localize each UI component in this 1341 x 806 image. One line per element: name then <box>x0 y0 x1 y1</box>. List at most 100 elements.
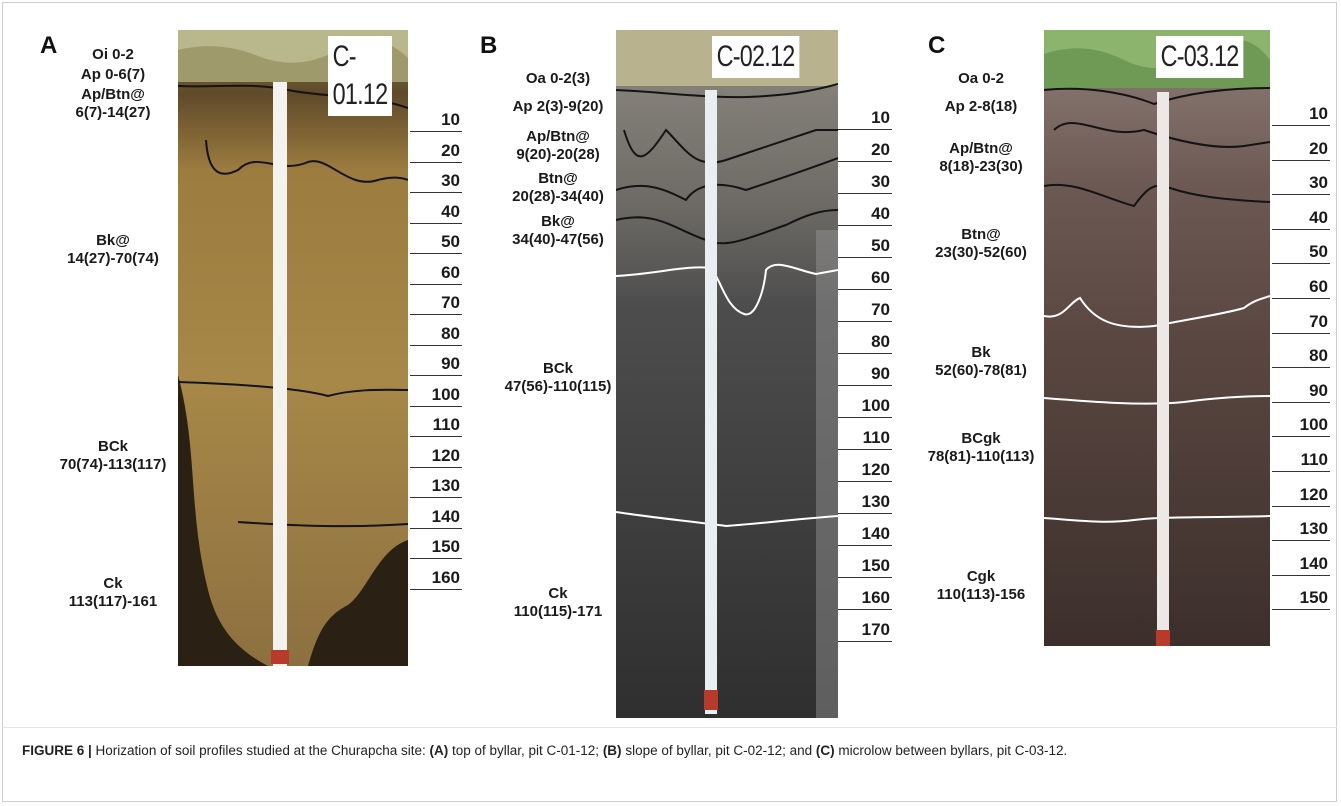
depth-tick-line <box>410 283 462 285</box>
depth-tick-line <box>838 641 892 642</box>
horizon-label: Bk@ 34(40)-47(56) <box>512 213 604 248</box>
depth-tick-label: 20 <box>1309 138 1328 158</box>
horizon-label: Ck 110(115)-171 <box>513 585 603 620</box>
depth-tick-line <box>838 225 892 226</box>
depth-tick-label: 60 <box>1309 277 1328 296</box>
depth-tick-line <box>1272 125 1330 126</box>
horizon-label: BCgk 78(81)-110(113) <box>927 430 1035 465</box>
depth-tick-label: 10 <box>871 108 890 127</box>
depth-tick-line <box>1272 298 1330 299</box>
caption-part: Horization of soil profiles studied at t… <box>91 743 430 758</box>
depth-tick-line <box>838 321 892 322</box>
depth-tick-line <box>1272 228 1330 230</box>
depth-tick-label: 20 <box>441 140 460 160</box>
caption-part: top of byllar, pit C-01-12; <box>448 743 603 758</box>
depth-tick-line <box>838 513 892 514</box>
depth-tick-label: 110 <box>862 428 890 447</box>
caption-part: (A) <box>429 743 449 758</box>
depth-tick-label: 50 <box>1309 242 1328 262</box>
depth-tick-line <box>1272 194 1330 196</box>
depth-tick-line <box>410 192 462 193</box>
depth-tick-line <box>838 609 892 610</box>
depth-tick-label: 10 <box>1309 104 1328 123</box>
depth-tick-label: 90 <box>441 354 460 373</box>
depth-tick-label: 50 <box>441 232 460 251</box>
horizon-label: Ap 0-6(7) <box>80 66 146 83</box>
horizon-label: Ap/Btn@ 8(18)-23(30) <box>939 140 1023 175</box>
depth-tick-line <box>410 222 462 224</box>
soil-profile-photo: C-03.12 <box>1044 30 1270 646</box>
depth-tick-line <box>1272 332 1330 334</box>
depth-tick-label: 110 <box>432 415 460 434</box>
caption-separator <box>2 727 1337 728</box>
caption-part: (C) <box>815 743 835 758</box>
horizon-label: Ap 2-8(18) <box>944 98 1018 115</box>
depth-tick-line <box>410 344 462 346</box>
depth-tick-label: 130 <box>431 476 460 495</box>
depth-tick-label: 140 <box>1299 553 1328 573</box>
panel-letter: A <box>40 32 58 59</box>
depth-tick-line <box>1272 540 1330 542</box>
horizon-label: Btn@ 20(28)-34(40) <box>512 170 604 205</box>
depth-tick-label: 160 <box>861 588 890 607</box>
horizon-label: Cgk 110(113)-156 <box>936 568 1026 603</box>
depth-tick-line <box>838 545 892 546</box>
depth-tick-label: 30 <box>1309 173 1328 193</box>
depth-tick-line <box>410 588 462 590</box>
depth-tick-label: 120 <box>1299 484 1328 504</box>
horizon-label: Ap/Btn@ 9(20)-20(28) <box>516 128 600 163</box>
depth-tick-label: 10 <box>441 110 460 129</box>
depth-tick-line <box>410 253 462 254</box>
depth-tick-label: 150 <box>1299 588 1328 608</box>
caption-part: slope of byllar, pit C-02-12; and <box>621 743 816 758</box>
depth-tick-line <box>1272 609 1330 611</box>
depth-tick-label: 50 <box>871 236 890 255</box>
depth-tick-line <box>1272 367 1330 369</box>
depth-tick-label: 70 <box>441 293 460 312</box>
depth-tick-label: 110 <box>1300 450 1328 469</box>
depth-tick-label: 90 <box>871 364 890 383</box>
pit-label: C-02.12 <box>712 36 800 78</box>
pit-label: C-03.12 <box>1156 36 1244 78</box>
soil-profile-photo: C-01.12 <box>178 30 408 666</box>
caption-label: FIGURE 6 | <box>22 743 92 758</box>
depth-tick-line <box>838 417 892 418</box>
depth-tick-line <box>1272 436 1330 438</box>
depth-tick-label: 130 <box>861 492 890 511</box>
depth-tick-label: 120 <box>861 460 890 479</box>
depth-tick-line <box>838 193 892 194</box>
depth-tick-line <box>410 375 462 376</box>
horizon-label: Ck 113(117)-161 <box>68 575 158 610</box>
depth-tick-line <box>838 385 892 386</box>
depth-tick-label: 30 <box>441 171 460 190</box>
depth-tick-line <box>1272 263 1330 265</box>
depth-tick-line <box>410 558 462 559</box>
depth-tick-line <box>838 161 892 162</box>
depth-tick-label: 30 <box>871 172 890 191</box>
depth-tick-label: 70 <box>1309 311 1328 331</box>
depth-tick-label: 120 <box>431 445 460 465</box>
panel-letter: C <box>928 32 946 59</box>
depth-tick-line <box>838 353 892 354</box>
horizon-label: Bk 52(60)-78(81) <box>935 344 1027 379</box>
depth-tick-label: 140 <box>861 524 890 543</box>
depth-tick-label: 40 <box>441 201 460 221</box>
horizon-label: BCk 70(74)-113(117) <box>59 438 167 473</box>
depth-tick-label: 100 <box>861 396 890 415</box>
horizon-label: Ap/Btn@ 6(7)-14(27) <box>75 86 151 121</box>
depth-tick-label: 140 <box>431 506 460 526</box>
depth-tick-line <box>410 466 462 468</box>
depth-tick-line <box>410 314 462 315</box>
panel-letter: B <box>480 32 498 59</box>
depth-tick-line <box>838 449 892 450</box>
horizon-label: Oi 0-2 <box>92 46 134 63</box>
depth-tick-label: 150 <box>431 537 460 556</box>
depth-tick-label: 40 <box>871 204 890 223</box>
depth-tick-label: 80 <box>441 323 460 343</box>
depth-tick-label: 150 <box>861 556 890 575</box>
depth-tick-line <box>1272 159 1330 161</box>
depth-tick-line <box>410 131 462 132</box>
depth-tick-line <box>1272 401 1330 403</box>
depth-tick-line <box>1272 505 1330 507</box>
